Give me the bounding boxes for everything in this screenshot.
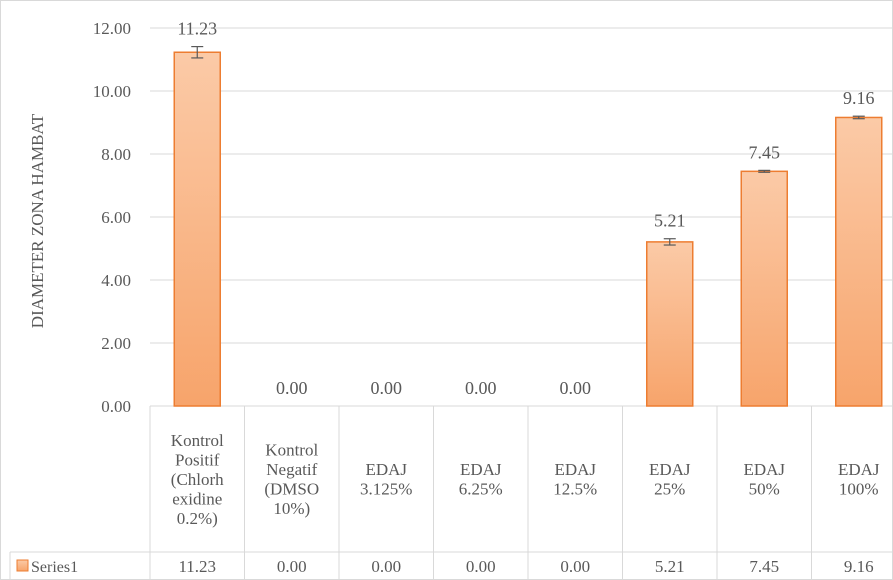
category-label: Negatif (266, 460, 317, 479)
category-label: 12.5% (553, 480, 597, 499)
category-label: (DMSO (264, 480, 319, 499)
category-labels: KontrolPositif(Chlorhexidine0.2%)Kontrol… (171, 431, 880, 528)
category-label: exidine (172, 489, 222, 508)
table-value: 5.21 (655, 557, 685, 576)
category-label: EDAJ (365, 460, 407, 479)
table-value: 0.00 (560, 557, 590, 576)
y-tick-label: 4.00 (101, 271, 131, 290)
y-axis-ticks: 0.00 2.00 4.00 6.00 8.00 10.00 12.00 (93, 19, 131, 416)
category-label: 6.25% (459, 480, 503, 499)
y-tick-label: 8.00 (101, 145, 131, 164)
category-label: 50% (749, 480, 780, 499)
category-label: 3.125% (360, 480, 412, 499)
legend-swatch (16, 559, 29, 572)
category-label: EDAJ (460, 460, 502, 479)
data-label: 0.00 (465, 378, 497, 398)
bars (173, 51, 883, 407)
category-label: 0.2%) (177, 509, 218, 528)
y-tick-label: 0.00 (101, 397, 131, 416)
data-label: 5.21 (654, 211, 686, 231)
y-tick-label: 6.00 (101, 208, 131, 227)
table-value: 11.23 (178, 557, 216, 576)
category-label: Positif (175, 450, 220, 469)
category-label: 25% (654, 480, 685, 499)
y-tick-label: 10.00 (93, 82, 131, 101)
y-tick-label: 12.00 (93, 19, 131, 38)
data-label: 0.00 (276, 378, 308, 398)
category-label: EDAJ (554, 460, 596, 479)
data-label: 9.16 (843, 88, 875, 108)
y-tick-label: 2.00 (101, 334, 131, 353)
bar (740, 170, 788, 407)
y-axis-label: DIAMETER ZONA HAMBAT (28, 113, 47, 328)
category-label: EDAJ (743, 460, 785, 479)
category-label: EDAJ (649, 460, 691, 479)
bar (835, 116, 883, 407)
category-label: Kontrol (171, 431, 224, 450)
table-value: 0.00 (277, 557, 307, 576)
category-label: 10%) (273, 499, 310, 518)
data-table: Series1 11.23 0.00 0.00 0.00 0.00 5.21 7.45 9.16 (9, 406, 893, 580)
category-label: 100% (839, 480, 879, 499)
data-label: 0.00 (560, 378, 592, 398)
table-value: 9.16 (844, 557, 874, 576)
legend-series-name: Series1 (31, 559, 78, 576)
data-labels: 11.23 0.00 0.00 0.00 0.00 5.21 7.45 9.16 (177, 19, 874, 398)
table-value: 7.45 (749, 557, 779, 576)
bar (173, 51, 221, 407)
category-label: Kontrol (265, 441, 318, 460)
data-label: 11.23 (177, 19, 217, 39)
error-bars (191, 45, 865, 246)
category-label: (Chlorh (171, 470, 224, 489)
table-value: 0.00 (371, 557, 401, 576)
table-value: 0.00 (466, 557, 496, 576)
data-label: 7.45 (749, 142, 781, 162)
category-label: EDAJ (838, 460, 880, 479)
data-label: 0.00 (371, 378, 403, 398)
bar (646, 241, 694, 407)
